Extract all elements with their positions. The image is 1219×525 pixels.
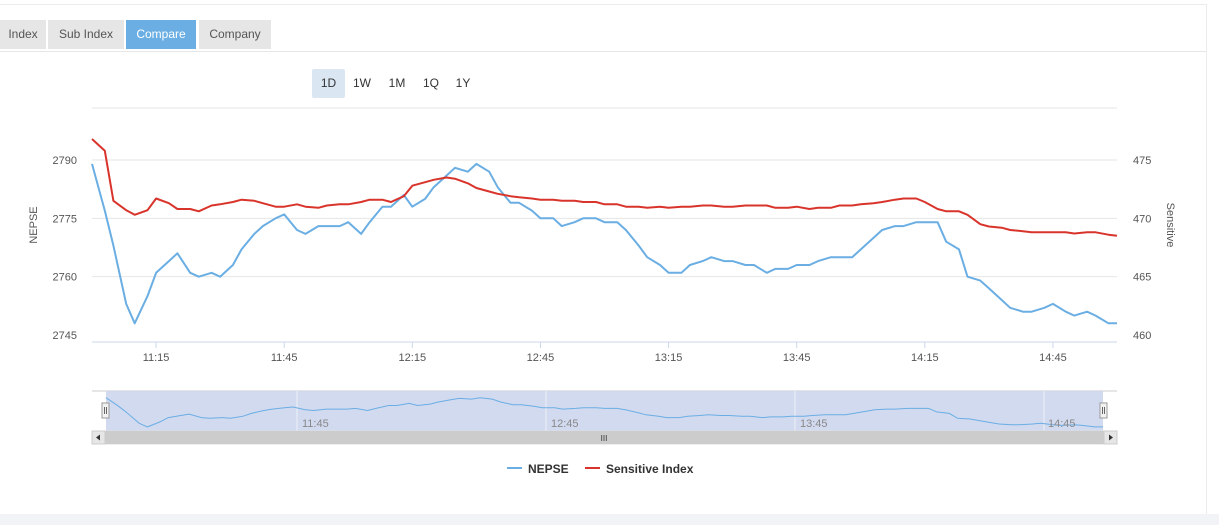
range-button-1m[interactable]: 1M	[388, 76, 406, 90]
navigator-label: 11:45	[302, 418, 329, 430]
y-right-tick-label: 470	[1133, 213, 1151, 225]
navigator-grid	[296, 391, 1045, 431]
footer-bar	[0, 514, 1219, 525]
tab-divider	[0, 51, 1206, 52]
scrollbar-thumb[interactable]	[105, 431, 1104, 444]
x-tick-label: 14:15	[911, 352, 939, 364]
tab-sub-index[interactable]: Sub Index	[48, 20, 124, 49]
tab-company[interactable]: Company	[199, 20, 271, 49]
legend-item-sensitive-index[interactable]: Sensitive Index	[585, 462, 694, 476]
navigator-label: 14:45	[1048, 418, 1076, 430]
navigator-label: 13:45	[800, 418, 828, 430]
navigator-handle-right[interactable]	[1099, 402, 1108, 419]
x-tick-label: 12:45	[527, 352, 555, 364]
y-left-tick-label: 2775	[53, 213, 77, 225]
top-border	[0, 4, 1206, 5]
range-button-1d[interactable]: 1D	[312, 69, 345, 98]
y-left-tick-label: 2790	[53, 155, 77, 167]
x-tick-label: 12:15	[399, 352, 427, 364]
tab-index[interactable]: Index	[0, 20, 46, 49]
x-tick-label: 13:45	[783, 352, 811, 364]
sensitive-index-line	[91, 138, 1118, 237]
axis-ticks: 2790 2775 2760 2745 475 470 465 460 11:15 11:45 12…	[53, 155, 1152, 364]
grid-lines	[92, 107, 1117, 278]
y-right-tick-label: 465	[1133, 272, 1151, 284]
chevron-right-icon	[1109, 434, 1113, 441]
series-lines	[91, 138, 1118, 325]
legend-label: NEPSE	[528, 462, 569, 476]
range-button-1w[interactable]: 1W	[353, 76, 371, 90]
x-tick-label: 11:15	[143, 352, 170, 364]
right-border	[1206, 4, 1207, 514]
y-right-tick-label: 460	[1133, 330, 1151, 342]
navigator-series	[105, 397, 1103, 428]
legend-label: Sensitive Index	[606, 462, 694, 476]
navigator-selection[interactable]	[106, 391, 1103, 431]
navigator-handle-left[interactable]	[101, 402, 110, 419]
legend: NEPSE Sensitive Index	[507, 462, 694, 476]
range-button-1q[interactable]: 1Q	[422, 76, 439, 90]
y-axis-right-label: Sensitive	[1164, 203, 1176, 248]
y-right-tick-label: 475	[1133, 155, 1151, 167]
y-left-tick-label: 2745	[53, 330, 77, 342]
y-left-tick-label: 2760	[53, 272, 77, 284]
scrollbar[interactable]: III	[91, 430, 1118, 445]
x-tick-label: 13:15	[655, 352, 683, 364]
legend-item-nepse[interactable]: NEPSE	[507, 462, 569, 476]
x-tick-label: 14:45	[1039, 352, 1067, 364]
nepse-line	[91, 162, 1117, 325]
x-tick-label: 11:45	[271, 352, 298, 364]
navigator: 11:45 12:45 13:45 14:45	[92, 390, 1117, 431]
y-axis-left-label: NEPSE	[28, 206, 40, 243]
scrollbar-grip: III	[601, 434, 608, 443]
tab-compare[interactable]: Compare	[126, 20, 196, 49]
range-button-1y[interactable]: 1Y	[455, 76, 471, 90]
chevron-left-icon	[96, 434, 100, 441]
navigator-label: 12:45	[551, 418, 579, 430]
